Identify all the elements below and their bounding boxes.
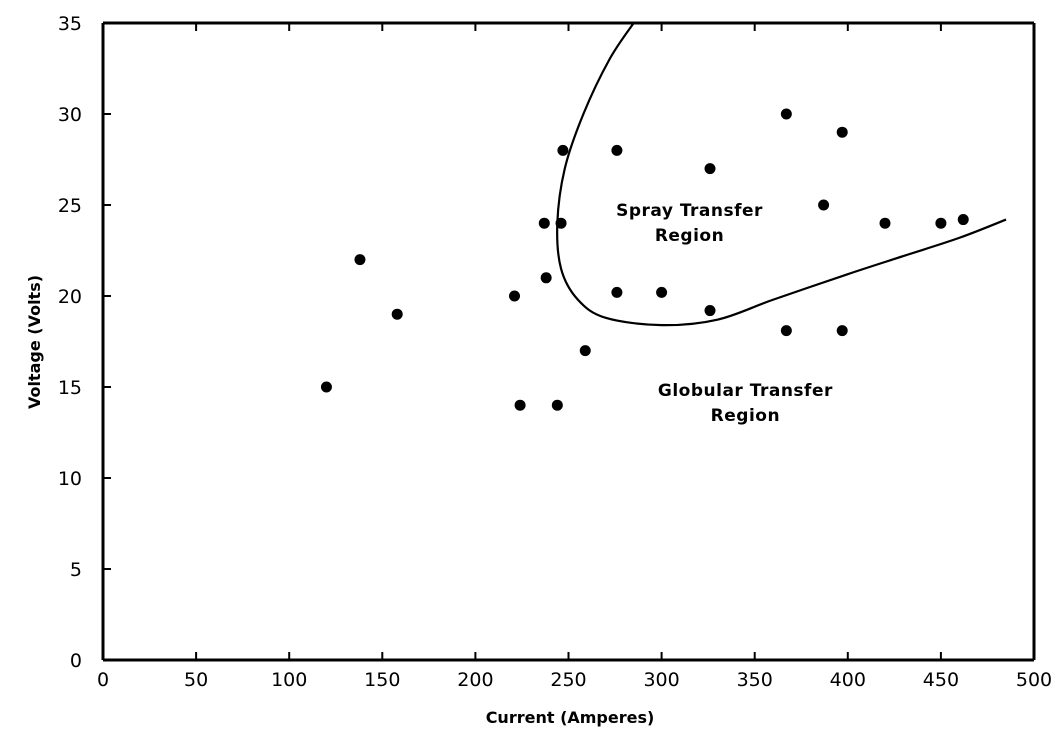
data-point — [551, 399, 563, 411]
data-point — [354, 254, 366, 266]
y-tick-label: 5 — [70, 559, 82, 581]
x-tick-label: 350 — [737, 669, 773, 691]
x-tick-label: 50 — [184, 669, 208, 691]
x-tick-label: 300 — [643, 669, 679, 691]
region-annotation: Globular Transfer Region — [658, 381, 833, 426]
data-point — [656, 286, 668, 298]
data-point — [391, 308, 403, 320]
x-tick-label: 0 — [97, 669, 109, 691]
data-point — [538, 217, 550, 229]
region-annotations: Spray Transfer Region Globular Transfer Reg… — [616, 201, 833, 426]
y-tick-label: 0 — [70, 650, 82, 672]
x-tick-label: 100 — [271, 669, 307, 691]
x-tick-label: 250 — [550, 669, 586, 691]
data-point — [780, 325, 792, 337]
data-point — [704, 163, 716, 175]
data-point — [509, 290, 521, 302]
data-point — [611, 144, 623, 156]
y-tick-label: 25 — [58, 195, 82, 217]
x-tick-label: 450 — [923, 669, 959, 691]
x-tick-label: 150 — [364, 669, 400, 691]
data-point — [540, 272, 552, 284]
data-points — [320, 108, 969, 411]
data-point — [879, 217, 891, 229]
transfer-boundary-line — [556, 22, 1007, 327]
data-point — [836, 325, 848, 337]
x-tick-label: 400 — [830, 669, 866, 691]
y-axis-ticks: 0 5 10 15 20 25 30 35 — [58, 13, 111, 672]
y-tick-label: 15 — [58, 377, 82, 399]
region-annotation: Spray Transfer Region — [616, 201, 763, 246]
x-axis-title: Current (Amperes) — [486, 708, 655, 727]
data-point — [611, 286, 623, 298]
y-tick-label: 30 — [58, 104, 82, 126]
x-tick-label: 200 — [457, 669, 493, 691]
data-point — [935, 217, 947, 229]
y-tick-label: 20 — [58, 286, 82, 308]
y-axis-title: Voltage (Volts) — [25, 275, 44, 409]
data-point — [957, 214, 969, 226]
data-point — [579, 345, 591, 357]
y-tick-label: 10 — [58, 468, 82, 490]
data-point — [780, 108, 792, 120]
plot-frame — [101, 21, 1036, 662]
y-tick-label: 35 — [58, 13, 82, 35]
x-axis-ticks: 0 50 100 150 200 250 300 350 400 450 500 — [97, 23, 1052, 691]
data-point — [555, 217, 567, 229]
data-point — [818, 199, 830, 211]
data-point — [514, 399, 526, 411]
data-point — [320, 381, 332, 393]
data-point — [704, 305, 716, 317]
data-point — [836, 126, 848, 138]
data-point — [557, 144, 569, 156]
boundary-curve-layer — [556, 22, 1007, 327]
x-tick-label: 500 — [1016, 669, 1052, 691]
